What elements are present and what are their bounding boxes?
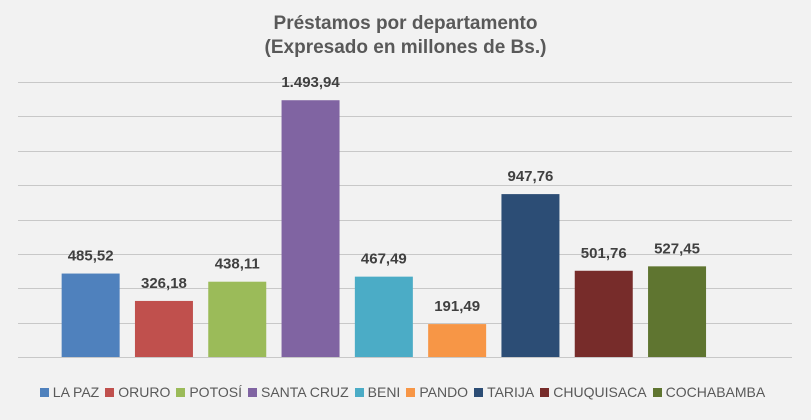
data-label: 438,11: [215, 256, 260, 273]
legend-label: CHUQUISACA: [553, 384, 647, 400]
chart-subtitle: (Expresado en millones de Bs.): [264, 37, 547, 58]
legend-item: LA PAZ: [39, 384, 100, 400]
legend: LA PAZ ORURO POTOSÍ SANTA CRUZ BENI PANDO TARI…: [0, 384, 811, 400]
legend-swatch: [176, 387, 186, 397]
legend-label: PANDO: [419, 384, 469, 400]
legend-item: COCHABAMBA: [652, 384, 766, 400]
bar-chuquisaca: [574, 270, 633, 357]
bar-tarija: [501, 194, 560, 357]
data-label: 947,76: [508, 168, 554, 185]
data-label: 485,52: [68, 248, 114, 265]
legend-item: PANDO: [406, 384, 468, 400]
data-label: 326,18: [141, 275, 187, 292]
data-label: 501,76: [581, 245, 627, 262]
bar-potosí: [208, 281, 267, 357]
data-label: 1.493,94: [281, 74, 340, 91]
legend-swatch: [474, 387, 484, 397]
legend-item: CHUQUISACA: [540, 384, 647, 400]
chart-title: Préstamos por departamento: [273, 13, 538, 34]
legend-item: BENI: [354, 384, 401, 400]
legend-label: ORURO: [118, 384, 171, 400]
bar-oruro: [134, 300, 193, 357]
legend-item: ORURO: [105, 384, 170, 400]
legend-item: POTOSÍ: [176, 384, 242, 400]
legend-label: POTOSÍ: [189, 384, 242, 400]
bars: [61, 100, 707, 357]
legend-label: BENI: [367, 384, 401, 400]
legend-label: SANTA CRUZ: [261, 384, 349, 400]
legend-swatch: [105, 387, 115, 397]
legend-swatch: [406, 387, 416, 397]
bar-la-paz: [61, 273, 120, 357]
bar-beni: [354, 276, 413, 357]
legend-label: LA PAZ: [52, 384, 100, 400]
bar-cochabamba: [648, 266, 707, 357]
data-label: 467,49: [361, 251, 407, 268]
legend-label: TARIJA: [487, 384, 535, 400]
legend-item: TARIJA: [474, 384, 534, 400]
legend-swatch: [652, 387, 662, 397]
legend-label: COCHABAMBA: [665, 384, 766, 400]
legend-swatch: [248, 387, 257, 397]
bar-santa-cruz: [281, 100, 340, 357]
legend-swatch: [39, 387, 49, 397]
legend-swatch: [354, 387, 364, 397]
data-label: 527,45: [654, 240, 700, 257]
bar-pando: [428, 324, 487, 357]
data-label: 191,49: [434, 298, 480, 315]
data-labels: 485,52 326,18 438,11 1.493,94 467,49 191,49 94…: [68, 74, 700, 315]
legend-swatch: [540, 387, 550, 397]
legend-item: SANTA CRUZ: [248, 384, 349, 400]
